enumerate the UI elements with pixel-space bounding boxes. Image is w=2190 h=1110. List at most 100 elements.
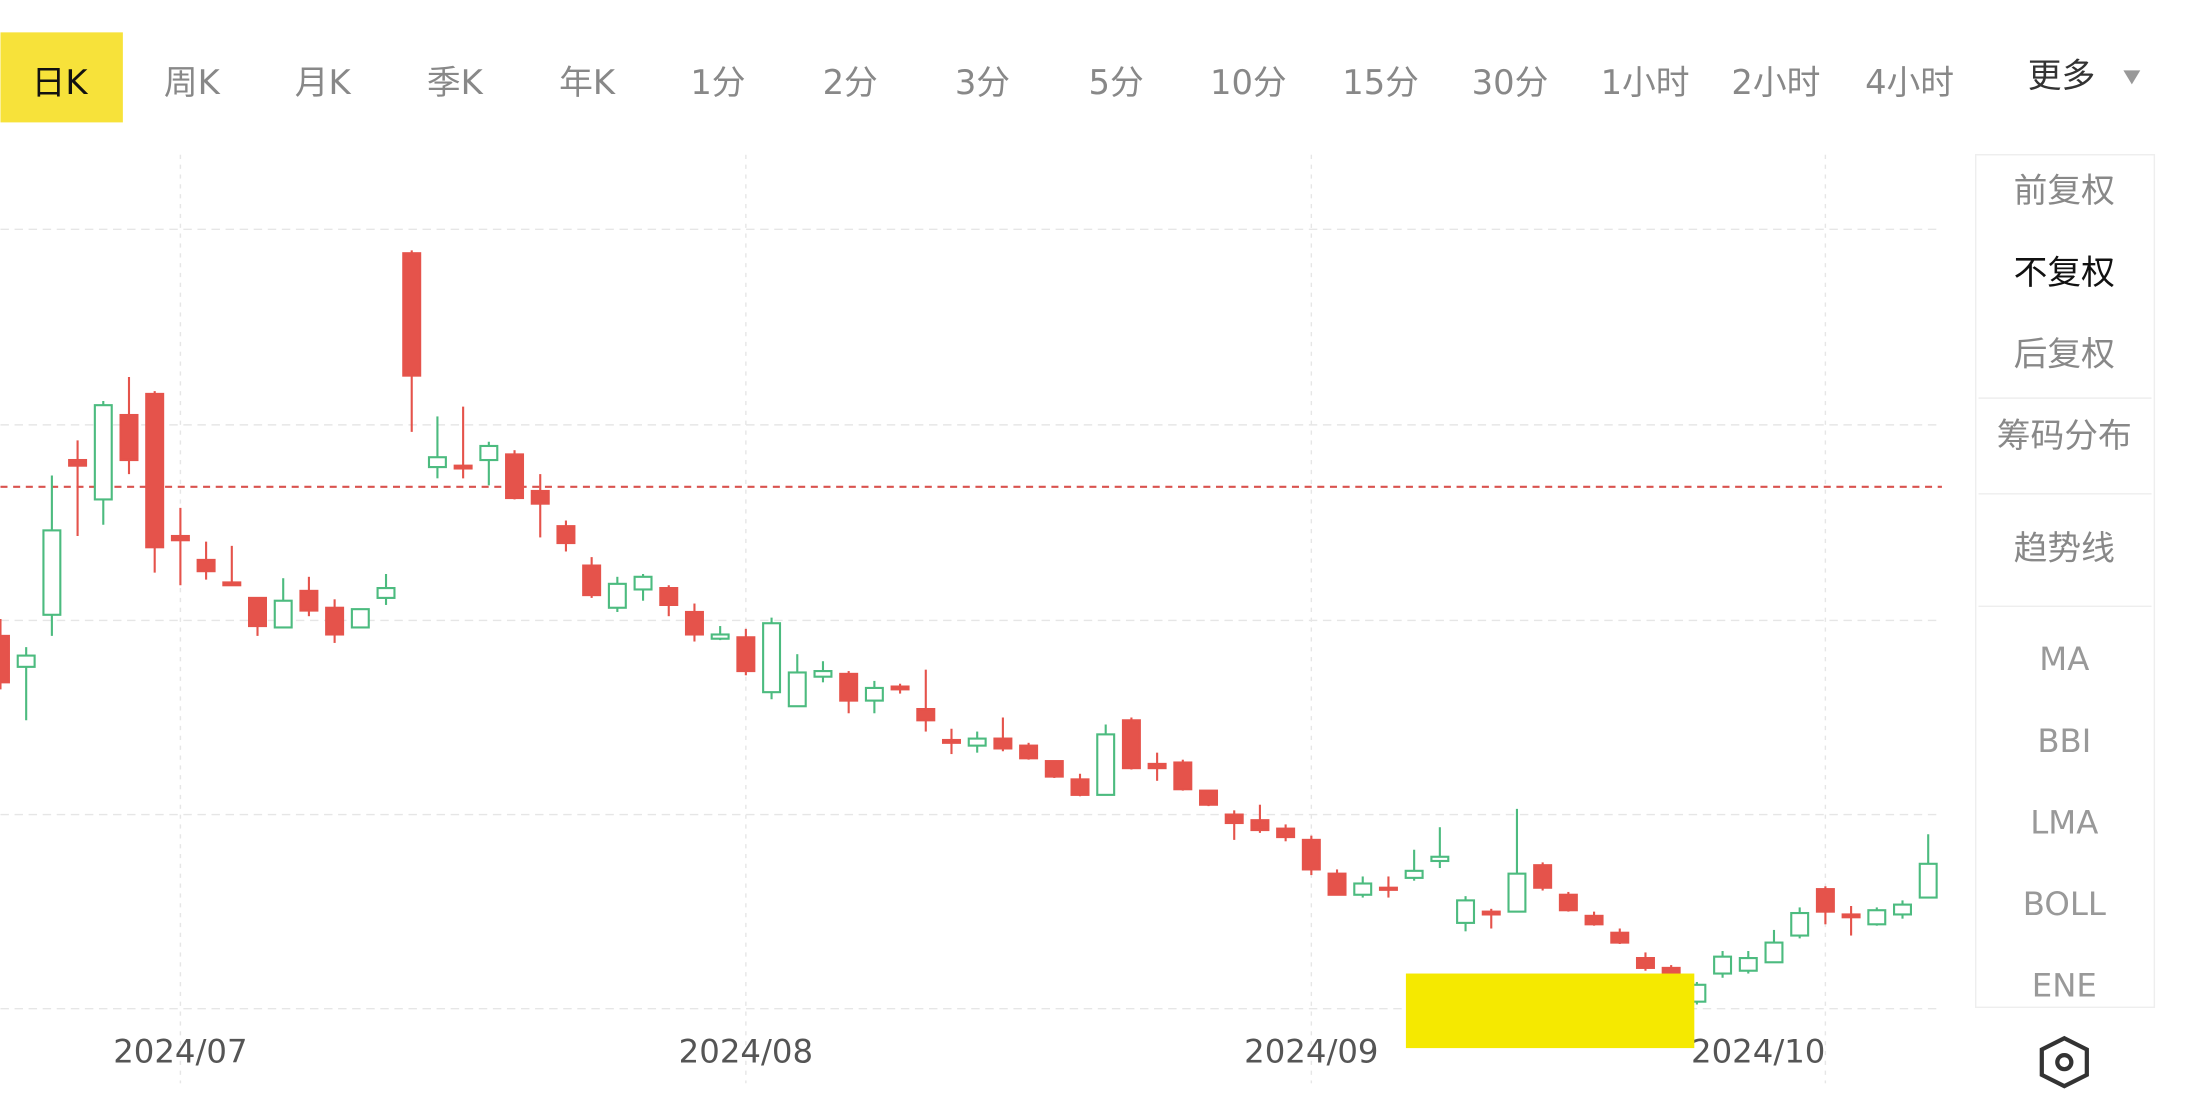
adjust-option[interactable]: 不复权 — [2014, 253, 2115, 292]
x-tick-label: 2024/08 — [679, 1033, 813, 1071]
candle-body — [710, 633, 730, 640]
candle-body — [941, 738, 961, 744]
candle-body — [1173, 761, 1193, 791]
candle-body — [1738, 957, 1758, 972]
candle-body — [1327, 872, 1347, 896]
candle-body — [1121, 719, 1141, 770]
candle-body — [1353, 882, 1373, 896]
candle-body — [248, 596, 268, 628]
adjust-option[interactable]: 前复权 — [2014, 171, 2115, 210]
candle-body — [787, 671, 807, 708]
candle-body — [1558, 893, 1578, 912]
tab[interactable]: 30分 — [1472, 63, 1549, 102]
candle-body — [1790, 911, 1810, 937]
candle-body — [93, 404, 113, 501]
candle-body — [1713, 955, 1733, 975]
candle-body — [402, 252, 422, 377]
candle-body — [1610, 931, 1630, 944]
candle-body — [1301, 838, 1321, 871]
tab[interactable]: 月K — [295, 63, 352, 102]
candle-body — [1430, 855, 1450, 863]
candle-body — [684, 610, 704, 636]
candle-body — [659, 587, 679, 606]
tab[interactable]: 季K — [427, 63, 484, 102]
candle-body — [556, 525, 576, 545]
tab[interactable]: 2分 — [823, 63, 878, 102]
redaction-box — [1405, 973, 1695, 1049]
tab[interactable]: 1小时 — [1601, 63, 1690, 102]
side-panel — [1974, 154, 2156, 1009]
dropdown-arrow[interactable] — [2123, 70, 2141, 85]
candle-body — [196, 558, 216, 573]
candle-body — [1815, 888, 1835, 913]
settings-icon[interactable] — [2039, 1035, 2089, 1089]
candle-body — [1867, 909, 1887, 926]
chart: 2024/07 2024/08 2024/09 2024/10 — [0, 154, 1942, 1084]
tab[interactable]: 15分 — [1342, 63, 1419, 102]
candle-body — [1096, 733, 1116, 796]
tab[interactable]: 2小时 — [1731, 63, 1820, 102]
candle-body — [633, 575, 653, 591]
tool-option[interactable]: 筹码分布 — [1997, 416, 2132, 455]
tool-option[interactable]: 趋势线 — [2014, 529, 2115, 568]
candle-body — [119, 413, 139, 462]
candle-body — [1841, 913, 1861, 919]
candle-body — [864, 686, 884, 702]
indicator-option[interactable]: MA — [2039, 640, 2089, 678]
candle-body — [505, 453, 525, 500]
candle-body — [427, 456, 447, 469]
candle-body — [1199, 789, 1219, 806]
candle-body — [68, 458, 88, 467]
candle-body — [1147, 762, 1167, 770]
candle-body — [1533, 864, 1553, 889]
candle-body — [1764, 941, 1784, 964]
tab[interactable]: 4小时 — [1865, 63, 1954, 102]
candle-body — [890, 685, 910, 691]
indicator-option[interactable]: BOLL — [2023, 885, 2106, 923]
candle-body — [736, 636, 756, 673]
candle-body — [1044, 760, 1064, 778]
candle-body — [762, 622, 782, 694]
candle-body — [607, 582, 627, 609]
tab[interactable]: 10分 — [1210, 63, 1287, 102]
candle-body — [170, 534, 190, 542]
candle-body — [839, 672, 859, 702]
indicator-option[interactable]: ENE — [2032, 967, 2097, 1005]
candle-body — [1635, 957, 1655, 969]
tab[interactable]: 周K — [164, 63, 221, 102]
indicator-option[interactable]: LMA — [2030, 803, 2098, 841]
candle-body — [0, 634, 10, 684]
candle-body — [1378, 886, 1398, 891]
tab[interactable]: 5分 — [1088, 63, 1143, 102]
candle-body — [1276, 827, 1296, 839]
candle-body — [993, 737, 1013, 750]
candle-body — [1481, 910, 1501, 916]
x-tick-label: 2024/09 — [1244, 1033, 1378, 1071]
candle-body — [582, 564, 602, 597]
candle-body — [325, 606, 345, 636]
candle-body — [350, 608, 370, 629]
candle-body — [1507, 872, 1527, 913]
more-tab[interactable]: 更多 — [2028, 56, 2096, 95]
tab[interactable]: 1分 — [690, 63, 745, 102]
candle-body — [530, 489, 550, 505]
tab[interactable]: 日K — [32, 63, 89, 102]
candle-body — [916, 707, 936, 722]
adjust-option[interactable]: 后复权 — [2014, 334, 2115, 373]
tab[interactable]: 3分 — [955, 63, 1010, 102]
candle-body — [299, 589, 319, 612]
indicator-option[interactable]: BBI — [2037, 722, 2091, 760]
candle-body — [1224, 813, 1244, 825]
tab[interactable]: 年K — [559, 63, 616, 102]
candle-body — [1404, 869, 1424, 879]
candle-body — [376, 587, 396, 599]
candle-body — [813, 670, 833, 678]
x-tick-label: 2024/10 — [1691, 1033, 1825, 1071]
candle-body — [1250, 819, 1270, 832]
candle-body — [453, 464, 473, 470]
candle-body — [222, 581, 242, 587]
candle-body — [273, 599, 293, 629]
candle-body — [479, 444, 499, 462]
